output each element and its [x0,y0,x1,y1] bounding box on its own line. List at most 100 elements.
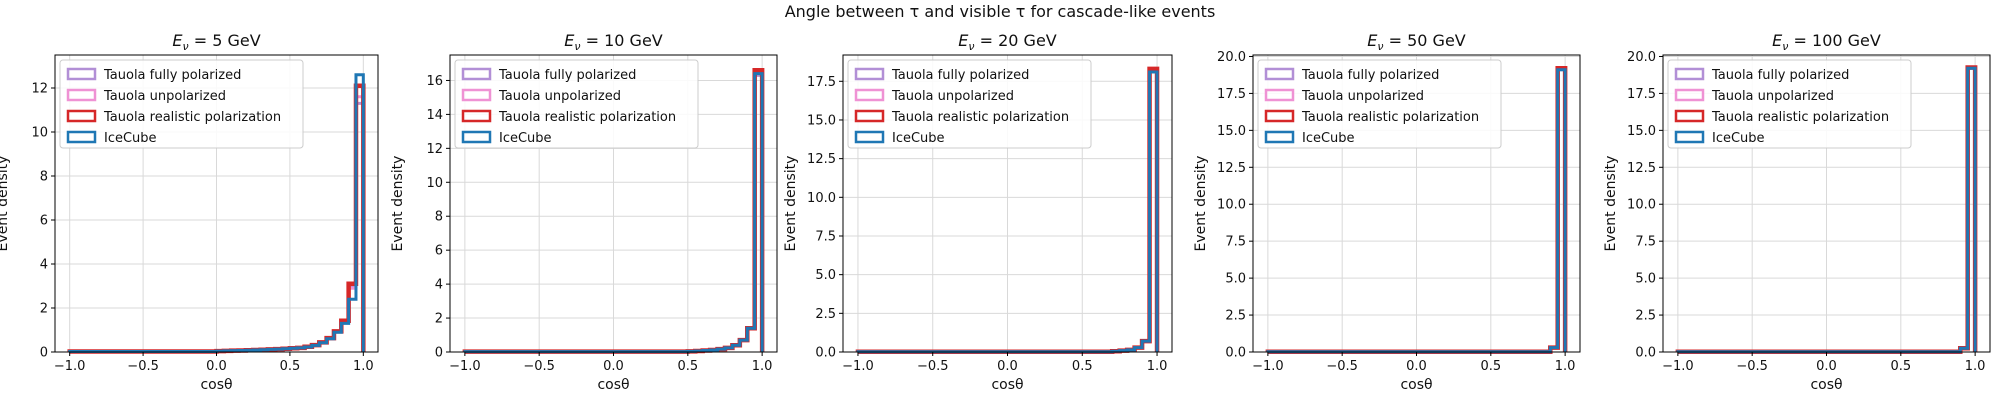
y-tick-label: 12 [426,142,443,157]
x-tick-label: 1.0 [1147,359,1168,374]
legend-swatch-1 [854,88,885,102]
y-tick-label: 12.5 [1217,161,1246,176]
y-tick-label: 6 [435,244,443,259]
y-tick-label: 12.5 [807,152,836,167]
legend-swatch-3 [854,130,885,144]
series-icecube [463,72,764,354]
x-tick-label: −0.5 [1326,359,1358,374]
series-icecube [856,70,1159,354]
x-tick-label: 0.5 [1072,359,1093,374]
legend-label-1: Tauola unpolarized [1301,89,1424,104]
x-tick-label: −0.5 [1736,359,1768,374]
x-axis-label: cosθ [1810,377,1842,393]
x-tick-label: 1.0 [752,359,773,374]
x-tick-label: 0.5 [1480,359,1501,374]
legend-label-2: Tauola realistic polarization [891,110,1069,125]
legend-swatch-2 [461,109,492,123]
y-tick-label: 2 [435,312,443,327]
y-tick-label: 8 [435,210,443,225]
legend-swatch-2 [854,109,885,123]
y-tick-label: 4 [40,258,48,273]
legend-swatch-0 [1264,67,1295,81]
y-tick-label: 0.0 [815,346,836,361]
legend-label-3: IceCube [104,131,157,146]
legend-label-3: IceCube [499,131,552,146]
x-tick-label: −1.0 [1252,359,1284,374]
legend-swatch-3 [461,130,492,144]
x-tick-label: 0.5 [1890,359,1911,374]
y-axis-label: Event density [0,156,11,252]
panel-5: −1.0 −0.5 0.0 0.5 1.0 0.0 2.5 5.0 7.5 10.0 12.5 15.… [1603,31,1991,393]
x-tick-label: −1.0 [54,359,86,374]
y-axis-label: Event density [783,156,799,252]
legend-label-1: Tauola unpolarized [891,89,1014,104]
y-tick-label: 6 [40,214,48,229]
legend-swatch-0 [461,67,492,81]
y-tick-label: 17.5 [807,75,836,90]
legend-swatch-3 [66,130,97,144]
x-tick-label: −1.0 [1662,359,1694,374]
panel-4: −1.0 −0.5 0.0 0.5 1.0 0.0 2.5 5.0 7.5 10.0 12.5 15.… [1193,31,1581,393]
legend-label-2: Tauola realistic polarization [1711,110,1889,125]
x-tick-label: −0.5 [917,359,949,374]
y-tick-label: 4 [435,278,443,293]
y-tick-label: 10.0 [1627,198,1656,213]
y-tick-label: 10 [31,126,48,141]
legend-label-2: Tauola realistic polarization [1301,110,1479,125]
y-tick-label: 8 [40,170,48,185]
y-tick-label: 15.0 [1627,124,1656,139]
y-tick-label: 0 [40,346,48,361]
legend-label-2: Tauola realistic polarization [103,110,281,125]
x-axis-label: cosθ [597,377,629,393]
legend-box [454,59,699,149]
y-tick-label: 15.0 [807,113,836,128]
x-tick-label: −0.5 [127,359,159,374]
y-tick-label: 2.5 [1635,309,1656,324]
x-axis-label: cosθ [991,377,1023,393]
panel-1: −1.0 −0.5 0.0 0.5 1.0 0 2 4 6 8 10 12 cosθ Event dens… [0,31,379,393]
legend-swatch-0 [1674,67,1705,81]
legend-swatch-2 [1264,109,1295,123]
x-tick-label: 0.0 [206,359,227,374]
x-tick-label: 1.0 [1965,359,1986,374]
x-tick-label: 1.0 [353,359,374,374]
y-tick-label: 5.0 [1635,272,1656,287]
y-tick-label: 15.0 [1217,124,1246,139]
legend-swatch-3 [1264,130,1295,144]
legend-swatch-3 [1674,130,1705,144]
legend-swatch-0 [854,67,885,81]
legend-label-0: Tauola fully polarized [1301,68,1439,83]
legend-label-0: Tauola fully polarized [103,68,241,83]
x-tick-label: −1.0 [449,359,481,374]
y-tick-label: 0.0 [1635,346,1656,361]
y-tick-label: 10.0 [807,191,836,206]
y-tick-label: 2 [40,302,48,317]
legend-label-3: IceCube [892,131,945,146]
x-tick-label: 0.5 [677,359,698,374]
y-tick-label: 10.0 [1217,198,1246,213]
y-tick-label: 20.0 [1627,50,1656,65]
y-axis-label: Event density [1193,156,1209,252]
panel-title: Eν = 5 GeV [172,31,260,53]
y-tick-label: 7.5 [1225,235,1246,250]
panel-title: Eν = 100 GeV [1772,31,1881,53]
y-tick-label: 16 [426,74,443,89]
panel-title: Eν = 10 GeV [564,31,663,53]
legend-label-1: Tauola unpolarized [1711,89,1834,104]
y-tick-label: 14 [426,108,443,123]
y-tick-label: 0 [435,346,443,361]
panel-title: Eν = 50 GeV [1367,31,1466,53]
series-icecube [68,73,365,354]
legend-swatch-0 [66,67,97,81]
y-tick-label: 2.5 [815,307,836,322]
legend-label-2: Tauola realistic polarization [498,110,676,125]
y-tick-label: 7.5 [1635,235,1656,250]
legend-label-0: Tauola fully polarized [498,68,636,83]
legend-box [1257,59,1502,149]
legend-swatch-1 [1674,88,1705,102]
x-tick-label: 0.0 [1816,359,1837,374]
x-tick-label: 0.0 [997,359,1018,374]
legend-box [59,59,304,149]
figure-suptitle: Angle between τ and visible τ for cascad… [784,2,1216,21]
